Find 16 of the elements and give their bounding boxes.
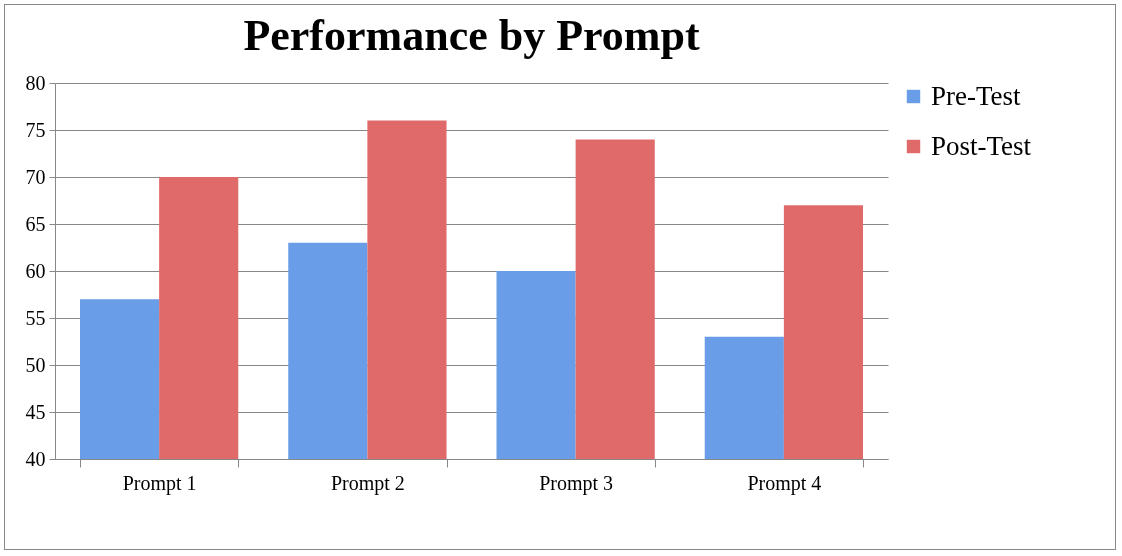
y-tick-label: 55 [25,306,46,329]
legend-label: Pre-Test [931,80,1022,111]
y-tick-label: 80 [25,71,46,94]
y-tick-label: 65 [25,212,46,235]
x-tick-label: Prompt 4 [747,471,822,495]
y-tick-label: 70 [25,165,46,188]
x-tick-label: Prompt 3 [539,471,614,495]
x-tick-label: Prompt 1 [122,471,197,495]
x-tick-label: Prompt 2 [330,471,405,495]
y-tick-label: 60 [25,259,46,282]
chart-title: Performance by Prompt [243,11,700,60]
legend-label: Post-Test [931,130,1032,161]
y-tick-label: 40 [25,447,46,470]
y-tick-label: 75 [25,118,46,141]
y-tick-label: 45 [25,400,46,423]
y-tick-label: 50 [25,353,46,376]
